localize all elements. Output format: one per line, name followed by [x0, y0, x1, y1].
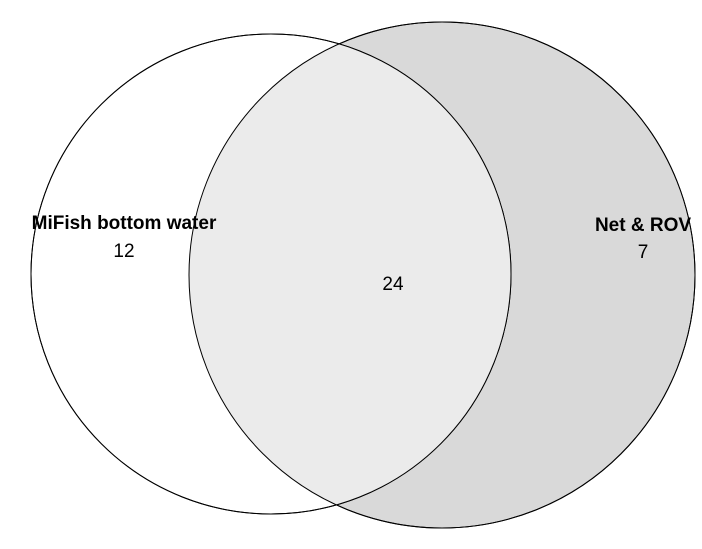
intersection-region	[189, 34, 511, 514]
set-outline-mifish	[30, 33, 512, 515]
set-label-mifish: MiFish bottom water	[32, 213, 217, 234]
count-net-rov-only: 7	[638, 242, 649, 263]
set-label-net-rov: Net & ROV	[595, 215, 691, 236]
count-intersection: 24	[382, 274, 404, 295]
set-outline-net-rov	[188, 21, 696, 529]
count-mifish-only: 12	[113, 241, 134, 262]
